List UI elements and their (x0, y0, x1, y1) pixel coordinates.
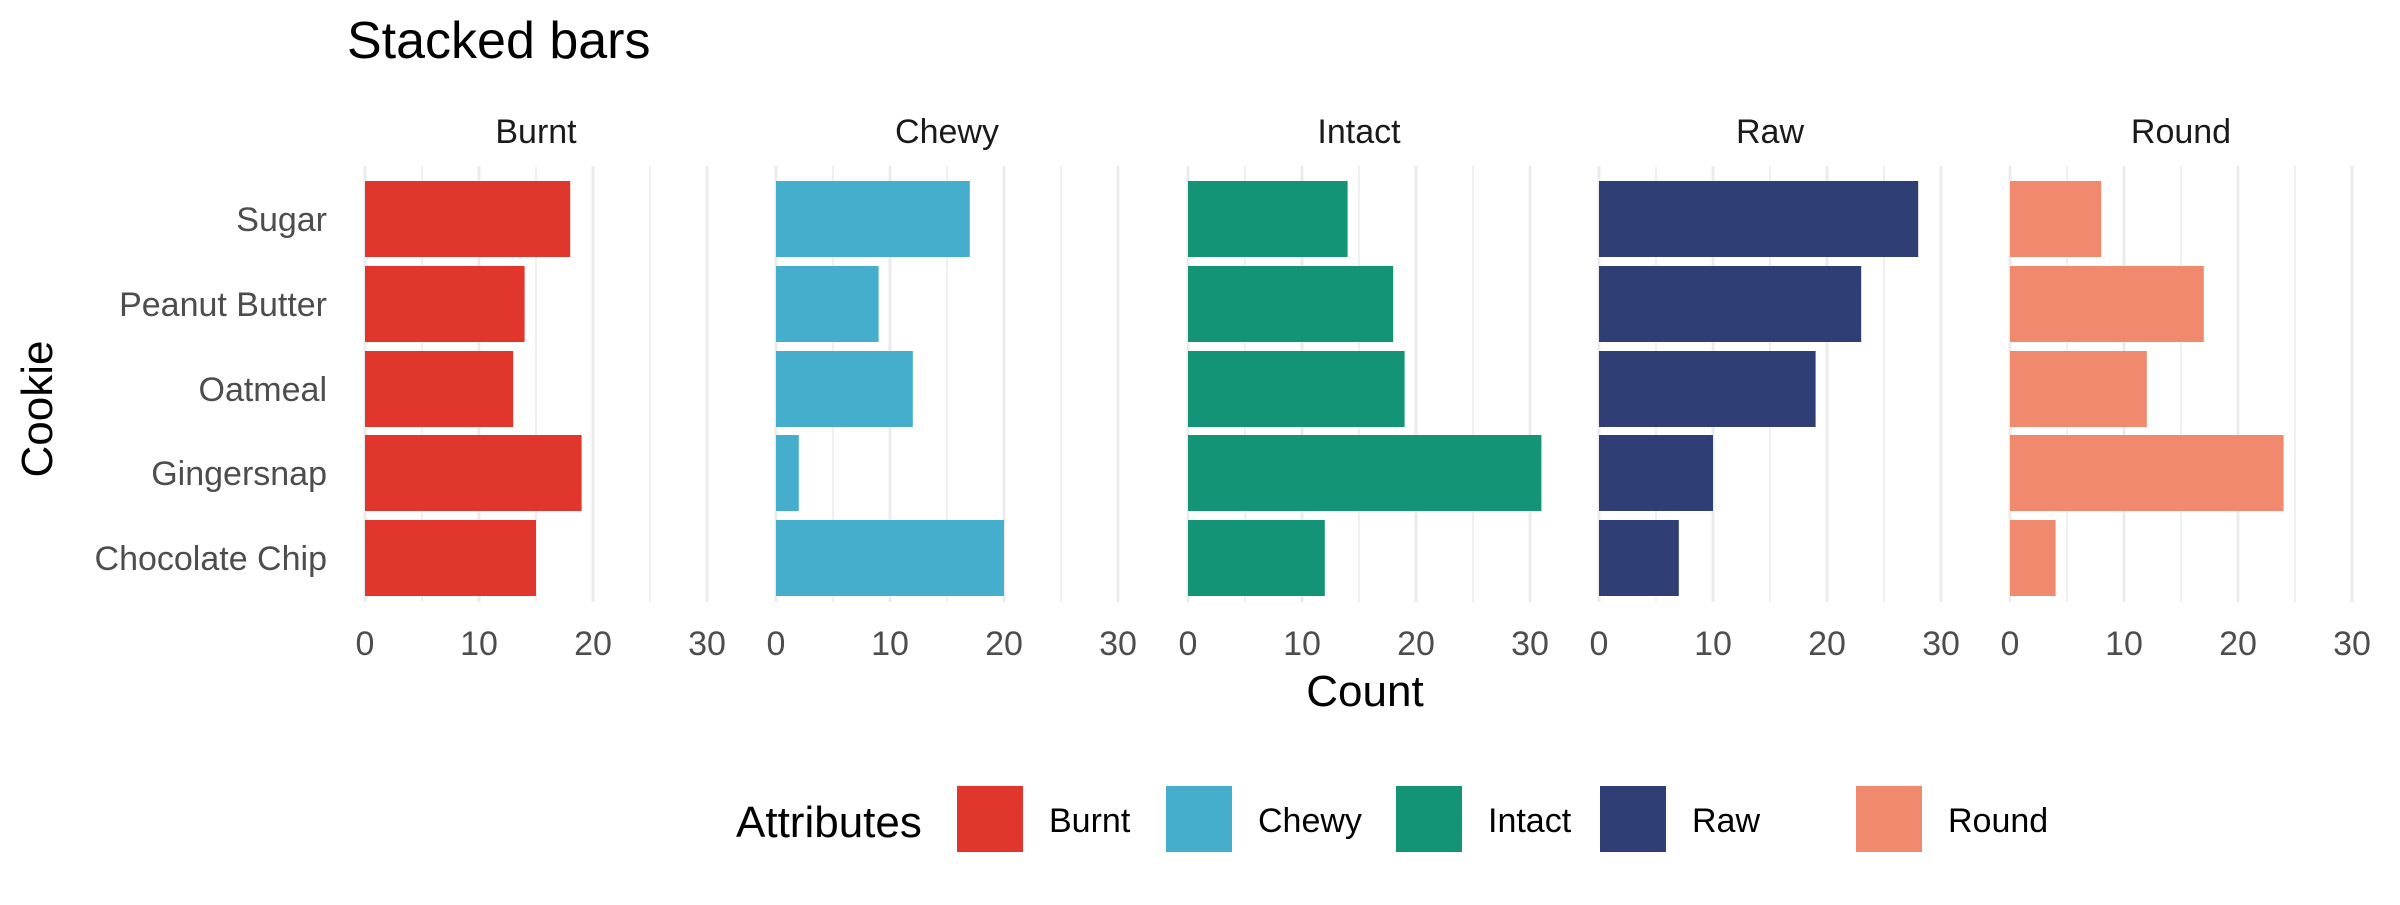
bar-raw-sugar (1599, 181, 1919, 257)
bar-burnt-gingersnap (365, 435, 582, 511)
bar-chewy-sugar (776, 181, 970, 257)
y-axis-title: Cookie (13, 341, 62, 478)
bar-raw-oatmeal (1599, 351, 1816, 427)
bar-round-oatmeal (2010, 351, 2147, 427)
x-axis-title: Count (1306, 667, 1423, 716)
facet-strip-label: Intact (1317, 113, 1401, 151)
x-tick-label: 10 (2105, 625, 2143, 663)
x-tick-label: 0 (2001, 625, 2020, 663)
y-tick-label-gingersnap: Gingersnap (151, 455, 327, 493)
bar-intact-gingersnap (1188, 435, 1542, 511)
x-tick-label: 30 (688, 625, 726, 663)
bar-intact-sugar (1188, 181, 1348, 257)
x-tick-label: 20 (1808, 625, 1846, 663)
x-tick-label: 10 (460, 625, 498, 663)
legend-item-burnt: Burnt (957, 786, 1131, 852)
facet-panels: Chocolate Chip Gingersnap Oatmeal Peanut Bu… (95, 113, 2371, 663)
y-tick-label-chocolate-chip: Chocolate Chip (95, 540, 327, 578)
facet-intact: Intact 0 10 20 30 (1179, 113, 1549, 663)
bar-chewy-chocolate-chip (776, 520, 1004, 596)
bar-intact-peanut-butter (1188, 266, 1394, 342)
legend-label: Chewy (1258, 802, 1362, 840)
legend-label: Raw (1692, 802, 1760, 840)
bar-burnt-chocolate-chip (365, 520, 536, 596)
x-tick-label: 20 (2219, 625, 2257, 663)
legend-label: Burnt (1049, 802, 1131, 840)
legend-swatch (1166, 786, 1232, 852)
legend-title: Attributes (736, 798, 922, 847)
bar-chewy-gingersnap (776, 435, 799, 511)
legend: Attributes Burnt Chewy Intact Raw Round (736, 786, 2048, 852)
facet-raw: Raw 0 10 20 30 (1590, 113, 1960, 663)
x-tick-label: 20 (574, 625, 612, 663)
bar-round-chocolate-chip (2010, 520, 2056, 596)
bar-raw-peanut-butter (1599, 266, 1862, 342)
x-tick-label: 0 (1590, 625, 1609, 663)
x-tick-label: 0 (1179, 625, 1198, 663)
bar-burnt-peanut-butter (365, 266, 525, 342)
facet-strip-label: Round (2131, 113, 2231, 151)
facet-strip-label: Raw (1736, 113, 1804, 151)
bar-raw-chocolate-chip (1599, 520, 1679, 596)
legend-label: Intact (1488, 802, 1572, 840)
bar-raw-gingersnap (1599, 435, 1713, 511)
legend-item-intact: Intact (1396, 786, 1572, 852)
x-tick-label: 0 (767, 625, 786, 663)
bar-chewy-oatmeal (776, 351, 913, 427)
x-tick-label: 30 (1511, 625, 1549, 663)
legend-swatch (1600, 786, 1666, 852)
bar-chewy-peanut-butter (776, 266, 879, 342)
bar-burnt-oatmeal (365, 351, 514, 427)
bar-burnt-sugar (365, 181, 571, 257)
x-tick-label: 20 (985, 625, 1023, 663)
legend-swatch (957, 786, 1023, 852)
x-tick-label: 0 (356, 625, 375, 663)
y-tick-label-oatmeal: Oatmeal (199, 371, 328, 409)
bar-intact-oatmeal (1188, 351, 1405, 427)
legend-item-raw: Raw (1600, 786, 1760, 852)
bar-round-sugar (2010, 181, 2102, 257)
y-tick-label-sugar: Sugar (236, 201, 327, 239)
x-tick-label: 30 (1099, 625, 1137, 663)
x-tick-label: 10 (1283, 625, 1321, 663)
legend-label: Round (1948, 802, 2048, 840)
legend-swatch (1856, 786, 1922, 852)
chart-title: Stacked bars (347, 12, 651, 70)
bar-intact-chocolate-chip (1188, 520, 1325, 596)
x-tick-label: 20 (1397, 625, 1435, 663)
bar-round-gingersnap (2010, 435, 2284, 511)
facet-round: Round 0 10 20 30 (2001, 113, 2371, 663)
x-tick-label: 10 (1694, 625, 1732, 663)
y-tick-label-peanut-butter: Peanut Butter (119, 286, 327, 324)
facet-chewy: Chewy 0 10 20 30 (767, 113, 1137, 663)
x-tick-label: 30 (2333, 625, 2371, 663)
x-tick-label: 30 (1922, 625, 1960, 663)
facet-burnt: Burnt 0 10 20 30 (356, 113, 726, 663)
facet-strip-label: Chewy (895, 113, 999, 151)
legend-swatch (1396, 786, 1462, 852)
facet-strip-label: Burnt (495, 113, 577, 151)
legend-item-chewy: Chewy (1166, 786, 1362, 852)
x-tick-label: 10 (871, 625, 909, 663)
legend-item-round: Round (1856, 786, 2048, 852)
bar-round-peanut-butter (2010, 266, 2204, 342)
